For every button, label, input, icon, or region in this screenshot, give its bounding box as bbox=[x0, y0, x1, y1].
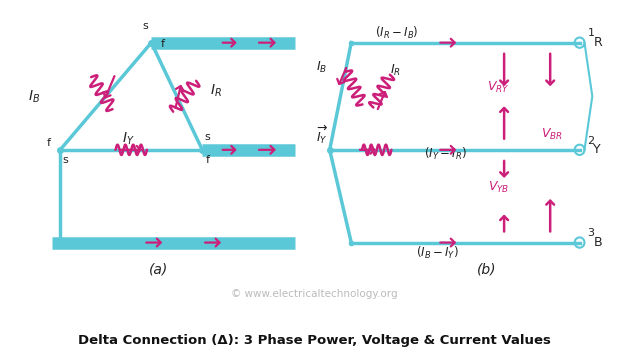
Text: $I_B$: $I_B$ bbox=[316, 59, 327, 74]
Text: 2: 2 bbox=[587, 135, 595, 146]
Text: f: f bbox=[205, 155, 209, 165]
Text: f: f bbox=[46, 138, 50, 148]
Text: © www.electricaltechnology.org: © www.electricaltechnology.org bbox=[230, 289, 398, 299]
Text: $(I_B - I_Y)$: $(I_B - I_Y)$ bbox=[416, 245, 459, 261]
Text: (b): (b) bbox=[477, 263, 496, 277]
Text: 1: 1 bbox=[587, 28, 595, 39]
Text: f: f bbox=[161, 39, 165, 49]
Text: $\overrightarrow{I_Y}$: $\overrightarrow{I_Y}$ bbox=[316, 124, 328, 146]
Text: s: s bbox=[204, 132, 210, 141]
Text: Y: Y bbox=[593, 143, 601, 156]
Text: $I_R$: $I_R$ bbox=[210, 82, 222, 99]
Text: Delta Connection (Δ): 3 Phase Power, Voltage & Current Values: Delta Connection (Δ): 3 Phase Power, Vol… bbox=[78, 335, 550, 347]
Text: $V_{BR}$: $V_{BR}$ bbox=[541, 126, 563, 141]
Text: $I_R$: $I_R$ bbox=[391, 62, 401, 78]
Text: $(I_Y - I_R)$: $(I_Y - I_R)$ bbox=[424, 146, 467, 162]
Text: R: R bbox=[593, 36, 602, 49]
Text: 3: 3 bbox=[587, 229, 595, 238]
Text: B: B bbox=[593, 236, 602, 249]
Text: $I_Y$: $I_Y$ bbox=[122, 131, 134, 147]
Text: $V_{RY}$: $V_{RY}$ bbox=[487, 80, 509, 95]
Text: $(I_R - I_B)$: $(I_R - I_B)$ bbox=[374, 25, 418, 41]
Text: (a): (a) bbox=[149, 263, 168, 277]
Text: $V_{YB}$: $V_{YB}$ bbox=[487, 180, 509, 195]
Text: s: s bbox=[62, 155, 68, 165]
Text: $I_B$: $I_B$ bbox=[28, 88, 40, 105]
Text: s: s bbox=[143, 21, 148, 31]
